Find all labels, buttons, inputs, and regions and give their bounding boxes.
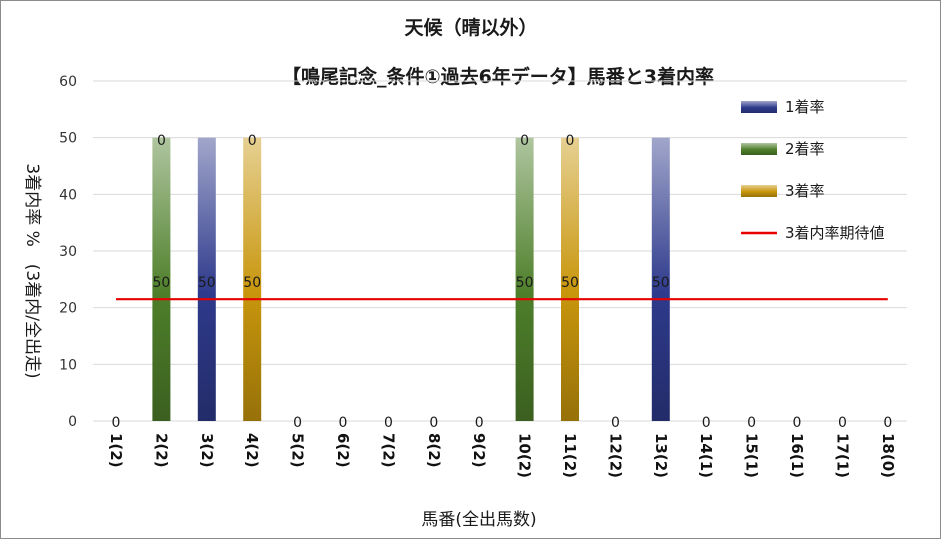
x-tick-label: 10(2) <box>516 433 534 478</box>
data-label-lower: 0 <box>429 415 438 431</box>
bar-2着率-2(2) <box>152 137 171 421</box>
bar-1着率-13(2) <box>651 137 670 421</box>
x-tick-label: 8(2) <box>425 433 443 468</box>
x-tick-label: 5(2) <box>289 433 307 468</box>
legend-label: 3着率 <box>785 182 825 200</box>
x-tick-label: 16(1) <box>788 433 806 478</box>
legend-label: 2着率 <box>785 140 825 158</box>
y-tick-label: 50 <box>59 131 77 147</box>
chart-subtitle: 【鳴尾記念_条件①過去6年データ】馬番と3着内率 <box>282 65 714 88</box>
x-tick-label: 17(1) <box>833 433 851 478</box>
y-tick-label: 0 <box>68 414 77 430</box>
data-label-lower: 0 <box>702 415 711 431</box>
data-label-lower: 0 <box>112 415 121 431</box>
data-labels: 0 50 50 50 0 0 0 0 0 50 50 0 50 0 0 0 0 0 0 0 0 0 <box>112 133 893 431</box>
bar-2着率-10(2) <box>515 137 534 421</box>
data-label-lower: 50 <box>561 275 579 291</box>
bar-3着率-4(2) <box>243 137 262 421</box>
y-tick-label: 10 <box>59 357 77 373</box>
legend-swatch <box>741 185 777 197</box>
bar-3着率-11(2) <box>561 137 579 421</box>
bars <box>152 137 670 421</box>
x-tick-label: 13(2) <box>652 433 670 478</box>
data-label-lower: 50 <box>243 275 261 291</box>
y-tick-label: 20 <box>59 301 77 317</box>
data-label-lower: 0 <box>293 415 302 431</box>
y-tick-label: 40 <box>59 187 77 203</box>
data-label-lower: 50 <box>652 275 670 291</box>
data-label-lower: 50 <box>516 275 534 291</box>
data-label-upper: 0 <box>157 133 166 149</box>
data-label-lower: 50 <box>152 275 170 291</box>
y-axis-ticks: 0 10 20 30 40 50 60 <box>59 74 77 430</box>
gridlines <box>93 80 907 422</box>
x-tick-label: 1(2) <box>107 433 125 468</box>
data-label-upper: 0 <box>248 133 257 149</box>
data-label-upper: 0 <box>520 133 529 149</box>
legend-label: 3着内率期待値 <box>785 224 885 242</box>
data-label-lower: 0 <box>611 415 620 431</box>
x-tick-label: 9(2) <box>470 433 488 468</box>
x-tick-label: 7(2) <box>379 433 397 468</box>
x-tick-label: 18(0) <box>879 433 897 478</box>
data-label-upper: 0 <box>566 133 575 149</box>
data-label-lower: 0 <box>793 415 802 431</box>
x-axis-ticks: 1(2) 2(2) 3(2) 4(2) 5(2) 6(2) 7(2) 8(2) 9(2) 10(2… <box>107 433 897 478</box>
x-tick-label: 2(2) <box>152 433 170 468</box>
chart-title: 天候（晴以外） <box>404 16 537 39</box>
data-label-lower: 0 <box>339 415 348 431</box>
y-tick-label: 60 <box>59 74 77 90</box>
bar-1着率-3(2) <box>197 137 216 421</box>
x-tick-label: 12(2) <box>606 433 624 478</box>
data-label-lower: 0 <box>883 415 892 431</box>
legend-swatch <box>741 143 777 155</box>
x-tick-label: 3(2) <box>198 433 216 468</box>
x-tick-label: 14(1) <box>697 433 715 478</box>
data-label-lower: 50 <box>198 275 216 291</box>
y-tick-label: 30 <box>59 244 77 260</box>
legend: 1着率 2着率 3着率 3着内率期待値 <box>741 98 885 242</box>
data-label-lower: 0 <box>384 415 393 431</box>
x-axis-title: 馬番(全出馬数) <box>421 510 536 530</box>
legend-label: 1着率 <box>785 98 825 116</box>
legend-swatch <box>741 101 777 113</box>
y-axis-title: 3着内率 % (3着内/全出走) <box>22 163 42 378</box>
data-label-lower: 0 <box>838 415 847 431</box>
x-tick-label: 15(1) <box>743 433 761 478</box>
x-tick-label: 4(2) <box>243 433 261 468</box>
x-tick-label: 11(2) <box>561 433 579 478</box>
data-label-lower: 0 <box>475 415 484 431</box>
data-label-lower: 0 <box>747 415 756 431</box>
x-tick-label: 6(2) <box>334 433 352 468</box>
